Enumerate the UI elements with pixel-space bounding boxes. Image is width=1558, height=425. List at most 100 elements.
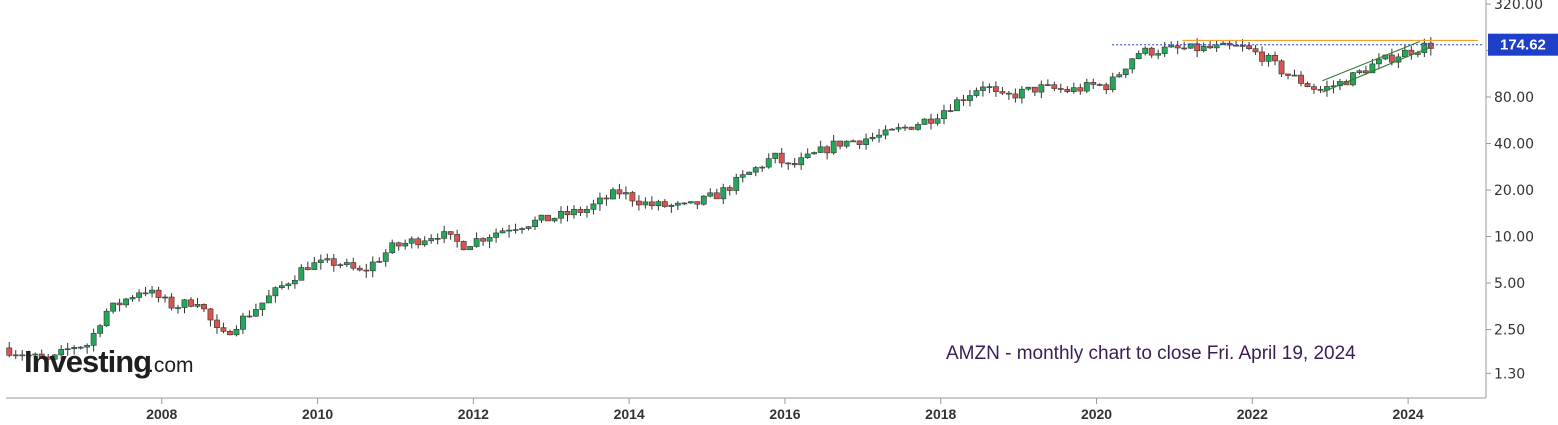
candle-body [90, 333, 97, 346]
candle-body [493, 232, 499, 238]
candle-body [1401, 49, 1408, 58]
candle-body [278, 285, 285, 288]
candle-body [980, 86, 986, 91]
candle-body [12, 354, 19, 357]
candle-body [175, 307, 181, 309]
candle-body [869, 136, 876, 140]
candle-body [25, 354, 32, 357]
candle-body [149, 289, 155, 294]
candle-body [610, 189, 616, 200]
candle-body [824, 146, 831, 154]
candle-body [58, 349, 65, 356]
x-tick-label: 2020 [1081, 406, 1112, 422]
candle-body [330, 258, 337, 266]
candle-body [681, 202, 688, 205]
candle-body [623, 192, 629, 195]
candle-body [1220, 42, 1227, 46]
candle-body [6, 347, 13, 356]
candle-body [415, 238, 422, 246]
candle-body [778, 152, 785, 164]
candle-body [811, 152, 818, 155]
price-tag-background [1488, 33, 1558, 56]
candle-body [954, 99, 960, 112]
candle-body [408, 238, 415, 244]
candle-body [765, 158, 772, 168]
candle-body [324, 258, 331, 261]
candle-body [395, 242, 402, 247]
candle-body [856, 140, 863, 145]
candle-body [928, 118, 934, 124]
candle-body [908, 126, 915, 130]
candle-body [71, 347, 78, 350]
candle-body [1044, 84, 1051, 86]
candle-body [642, 201, 649, 206]
candle-body [635, 200, 642, 206]
candle-body [1005, 92, 1012, 95]
candle-body [1070, 87, 1077, 92]
candle-body [272, 287, 279, 297]
candle-body [1122, 68, 1129, 75]
candle-body [584, 209, 590, 213]
candle-body [1298, 74, 1304, 84]
candle-body [129, 297, 136, 300]
x-axis: 2008 2010 2012 2014 2016 2018 2020 2022 2024 [6, 397, 1486, 422]
candle-body [1285, 73, 1291, 76]
candle-body [434, 238, 441, 240]
candle-body [921, 118, 928, 125]
candle-body [227, 331, 233, 336]
candle-body [480, 238, 487, 242]
candle-body [993, 86, 999, 92]
candle-body [402, 242, 409, 247]
candle-body [343, 262, 350, 265]
candle-body [603, 197, 610, 200]
candle-body [1375, 58, 1382, 65]
candle-body [895, 127, 902, 130]
candle-body [882, 129, 889, 136]
candle-body [214, 319, 220, 328]
candle-body [207, 308, 214, 321]
candle-body [1291, 74, 1298, 77]
candle-body [162, 296, 168, 299]
candle-body [1161, 46, 1168, 54]
candle-body [181, 299, 188, 308]
candle-body [843, 140, 850, 147]
current-price-tag[interactable]: 174.62 [1488, 33, 1558, 56]
candle-body [142, 292, 149, 295]
candle-body [1259, 51, 1265, 62]
x-tick-label: 2018 [925, 406, 956, 422]
candle-body [123, 298, 129, 306]
logo-text: Investing [24, 344, 151, 379]
candle-body [389, 242, 396, 254]
candle-body [804, 153, 811, 158]
candle-body [648, 201, 655, 207]
candle-body [103, 310, 110, 327]
candle-body [382, 252, 389, 262]
candle-body [538, 214, 545, 221]
candle-body [1388, 54, 1395, 63]
candle-body [1057, 88, 1064, 90]
candle-body [1272, 55, 1278, 62]
candle-body [285, 283, 292, 286]
candle-body [1051, 84, 1058, 89]
channel-lower-line [1322, 45, 1432, 93]
candle-body [1317, 89, 1324, 91]
candle-body [84, 345, 91, 348]
candle-body [590, 203, 597, 210]
candle-body [1311, 86, 1317, 90]
candle-body [668, 204, 675, 207]
candle-body [259, 302, 266, 310]
candle-body [1356, 70, 1363, 73]
candle-body [1116, 74, 1123, 78]
candle-body [317, 259, 324, 263]
y-tick-label: 10.00 [1494, 230, 1534, 246]
candle-body [674, 202, 681, 206]
candle-body [1077, 87, 1084, 92]
candle-body [1018, 88, 1025, 99]
y-tick-label: 1.30 [1494, 366, 1525, 382]
candle-body [545, 214, 551, 222]
candle-body [726, 187, 733, 191]
overlays-layer [1112, 39, 1483, 93]
candle-body [116, 302, 123, 306]
candle-body [947, 110, 954, 112]
x-tick-label: 2024 [1393, 406, 1424, 422]
